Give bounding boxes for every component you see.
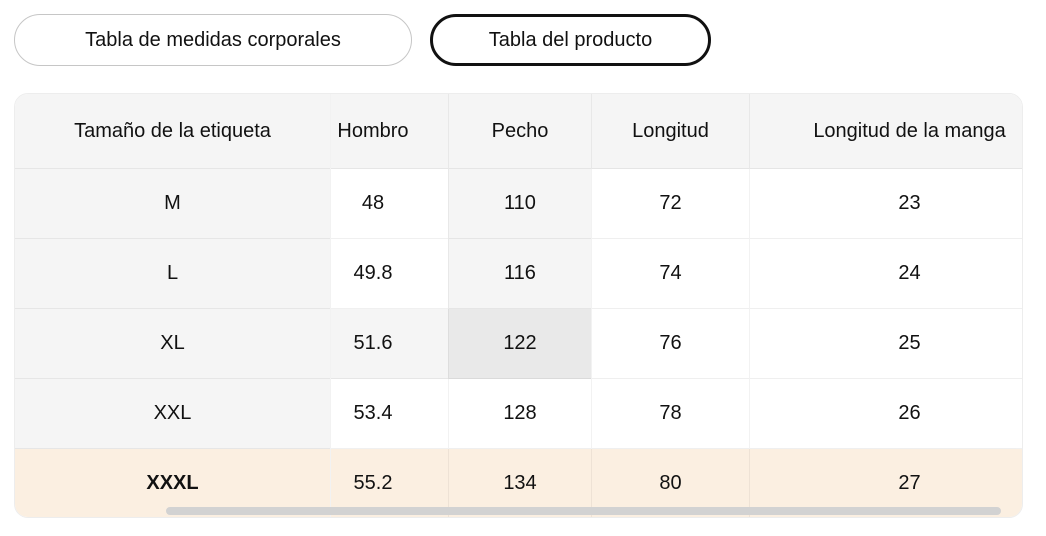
table-row-m: 48 110 72 23 [331,169,1022,239]
column-header-hombro: Hombro [331,94,448,169]
row-label-xxxl[interactable]: XXXL [15,449,330,517]
cell-xxxl-hombro[interactable]: 55.2 [331,449,448,517]
cell-l-hombro[interactable]: 49.8 [331,239,448,309]
column-header-pecho: Pecho [448,94,591,169]
cell-xl-longitud[interactable]: 76 [591,309,749,379]
cell-m-hombro[interactable]: 48 [331,169,448,239]
cell-xl-pecho-selected[interactable]: 122 [448,309,591,379]
tab-product-measurements[interactable]: Tabla del producto [430,14,711,66]
table-scroll-content: Hombro Pecho Longitud Longitud de la man… [331,94,1022,517]
cell-xl-hombro[interactable]: 51.6 [331,309,448,379]
table-row-xxxl-highlighted: 55.2 134 80 27 [331,449,1022,517]
table-header-row: Hombro Pecho Longitud Longitud de la man… [331,94,1022,169]
cell-xxxl-longitud[interactable]: 80 [591,449,749,517]
cell-m-manga[interactable]: 23 [749,169,1022,239]
cell-xxl-pecho[interactable]: 128 [448,379,591,449]
row-label-xxl[interactable]: XXL [15,379,330,449]
product-size-table: Tamaño de la etiqueta M L XL XXL XXXL Ho… [14,93,1023,518]
cell-l-manga[interactable]: 24 [749,239,1022,309]
column-header-longitud-manga: Longitud de la manga [749,94,1022,169]
cell-xxl-longitud[interactable]: 78 [591,379,749,449]
cell-m-pecho[interactable]: 110 [448,169,591,239]
cell-xxl-manga[interactable]: 26 [749,379,1022,449]
frozen-label-column: Tamaño de la etiqueta M L XL XXL XXXL [15,94,331,517]
table-scroll-area[interactable]: Hombro Pecho Longitud Longitud de la man… [331,94,1022,517]
column-header-label-size: Tamaño de la etiqueta [15,94,330,169]
cell-l-longitud[interactable]: 74 [591,239,749,309]
table-row-xxl: 53.4 128 78 26 [331,379,1022,449]
row-label-xl[interactable]: XL [15,309,330,379]
cell-xxxl-pecho[interactable]: 134 [448,449,591,517]
cell-xl-manga[interactable]: 25 [749,309,1022,379]
size-chart-tabs: Tabla de medidas corporales Tabla del pr… [0,0,1046,66]
cell-xxxl-manga[interactable]: 27 [749,449,1022,517]
cell-xxl-hombro[interactable]: 53.4 [331,379,448,449]
table-row-l: 49.8 116 74 24 [331,239,1022,309]
horizontal-scrollbar-thumb[interactable] [166,507,1001,515]
tab-body-measurements[interactable]: Tabla de medidas corporales [14,14,412,66]
row-label-m[interactable]: M [15,169,330,239]
cell-l-pecho[interactable]: 116 [448,239,591,309]
cell-m-longitud[interactable]: 72 [591,169,749,239]
column-header-longitud: Longitud [591,94,749,169]
row-label-l[interactable]: L [15,239,330,309]
table-row-xl: 51.6 122 76 25 [331,309,1022,379]
